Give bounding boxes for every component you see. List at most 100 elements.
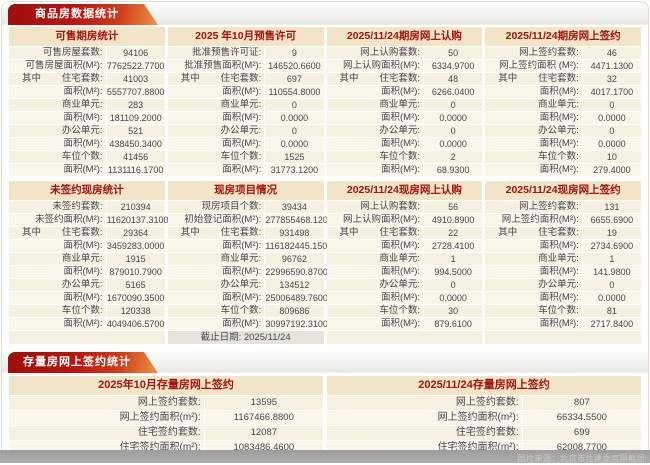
row-label-text: 面积(M²): — [63, 164, 103, 175]
row-value: 879.6100 — [423, 318, 482, 330]
row-value: 809686 — [264, 305, 323, 317]
stat-row: 网上签约面积(m²): 1167466.8800 — [9, 410, 323, 425]
stat-row: 面积(M²): 0.0000 — [167, 111, 324, 124]
panel-title: 2025/11/24现房网上签约 — [485, 181, 641, 200]
row-label-text: 车位个数: — [379, 305, 421, 316]
row-label: 面积(M²): — [9, 240, 106, 252]
row-label-text: 面积(M²): — [381, 266, 421, 277]
row-label: 办公单元: — [9, 125, 106, 137]
panel-rows: 可售房屋套数: 94106 可售房屋面积(M²): 7762522.7700 其… — [9, 46, 165, 176]
stat-row: 车位个数: 809686 — [167, 304, 324, 317]
row-value: 1083486.4600 — [203, 442, 323, 454]
row-label: 网上签约面积(m²): — [9, 412, 204, 424]
bottom-scrollbar[interactable]: 图片来源：北京市住建委官网截图 — [0, 450, 650, 463]
row-value: 30 — [423, 305, 482, 317]
commodity-section-tabbar: 商品房数据统计 — [2, 4, 648, 25]
tab-stock-stats[interactable]: 存量房网上签约统计 — [8, 352, 158, 373]
stat-row: 办公单元: 0 — [326, 278, 483, 291]
panel-title: 2025/11/24现房网上认购 — [326, 181, 483, 200]
stat-row: 面积(M²): 25006489.7600 — [167, 291, 328, 304]
row-value: 0 — [581, 99, 641, 111]
row-label: 其中 住宅套数: — [9, 73, 106, 85]
row-label-text: 面积(M²): — [539, 112, 579, 123]
watermark-text: 图片来源：北京市住建委官网截图 — [517, 454, 645, 463]
stat-row: 面积(M²): 4049406.5700 — [9, 317, 165, 330]
row-label: 网上签约面积(M²): — [485, 214, 582, 226]
row-label-text: 面积(M²): — [539, 318, 579, 329]
row-value: 94106 — [105, 47, 165, 59]
row-label-text: 面积(M²): — [539, 240, 579, 251]
row-label-text: 住宅套数: — [220, 73, 262, 84]
stat-row: 面积(M²): 68.9300 — [326, 163, 483, 176]
row-value: 994.5000 — [423, 266, 482, 278]
row-label-text: 住宅套数: — [379, 73, 421, 84]
row-label-text: 面积(M²): — [63, 86, 103, 97]
stats-panel: 2025/11/24存量房网上签约 网上签约套数: 807 网上签约面积(m²)… — [327, 376, 641, 455]
stat-row: 面积(M²): 879010.7900 — [9, 265, 165, 278]
row-value: 807 — [521, 397, 641, 409]
tab-commodity-stats[interactable]: 商品房数据统计 — [8, 4, 158, 25]
row-label: 面积(M²): — [168, 266, 265, 278]
row-label: 面积(M²): — [168, 86, 265, 98]
stat-row: 办公单元: 0 — [326, 124, 483, 137]
row-label-text: 面积(M²): — [381, 112, 421, 123]
row-value: 0.0000 — [581, 138, 641, 150]
commodity-panels-row2: 未签约现房统计 未签约套数: 210394 未签约面积(M²): 1162013… — [9, 181, 641, 344]
stat-row: 其中 住宅套数: 931498 — [167, 226, 324, 239]
row-label: 面积(M²): — [327, 138, 424, 150]
row-label: 面积(M²): — [327, 86, 424, 98]
row-label: 商业单元: — [327, 253, 424, 265]
row-label-text: 办公单元: — [538, 125, 579, 136]
stat-row: 面积(M²): 141.9800 — [485, 265, 641, 278]
row-label: 批准预售许可证: — [168, 47, 265, 59]
row-value: 29364 — [105, 227, 165, 239]
row-value: 277855468.1200 — [264, 214, 333, 226]
row-value: 1670090.3500 — [105, 292, 165, 304]
stat-row: 面积(M²): 5557707.8800 — [9, 85, 165, 98]
row-label-text: 住宅套数: — [220, 227, 262, 238]
row-label-text: 住宅签约面积(m²): — [119, 442, 201, 453]
row-value: 9 — [264, 47, 323, 59]
row-value: 3459283.0000 — [105, 240, 165, 252]
row-value: 41456 — [105, 151, 165, 163]
row-label: 面积(M²): — [327, 164, 424, 176]
stat-row: 面积(M²): 994.5000 — [326, 265, 483, 278]
row-label: 面积(M²): — [485, 86, 582, 98]
row-label: 办公单元: — [168, 125, 265, 137]
row-label: 面积(M²): — [168, 240, 265, 252]
row-label-text: 商业单元: — [61, 99, 103, 110]
stat-row: 面积(M²): 110554.8000 — [167, 85, 324, 98]
row-label: 车位个数: — [327, 305, 424, 317]
row-label-text: 商业单元: — [538, 253, 579, 264]
row-value: 120338 — [105, 305, 165, 317]
row-value: 0 — [264, 125, 323, 137]
row-value: 4471.1300 — [581, 60, 641, 72]
row-label-text: 住宅签约套数: — [455, 427, 519, 438]
stat-row: 面积(M²): 181109.2000 — [9, 111, 165, 124]
row-prefix: 其中 — [339, 73, 359, 84]
row-value: 283 — [105, 99, 165, 111]
stat-row: 其中 住宅套数: 29364 — [9, 226, 165, 239]
row-value: 110554.8000 — [264, 86, 323, 98]
row-label-text: 车位个数: — [379, 151, 421, 162]
row-label: 网上认购面积(M²): — [327, 214, 424, 226]
row-label: 面积(M²): — [327, 112, 424, 124]
stats-panel: 可售期房统计 可售房屋套数: 94106 可售房屋面积(M²): 7762522… — [9, 27, 165, 176]
row-label-text: 面积(M²): — [222, 138, 262, 149]
row-label-text: 批准预售许可证: — [192, 47, 262, 58]
row-label-text: 住宅套数: — [538, 73, 579, 84]
row-label-text: 办公单元: — [220, 279, 262, 290]
row-prefix: 其中 — [22, 227, 42, 238]
row-label-text: 网上签约套数: — [137, 397, 201, 408]
panel-rows: 网上签约套数: 131 网上签约面积(M²): 6655.6900 其中 住宅套… — [485, 200, 641, 330]
stat-row: 网上签约套数: 46 — [485, 46, 641, 59]
stat-row: 面积(M²): 0.0000 — [326, 137, 483, 150]
row-value: 1167466.8800 — [203, 412, 323, 424]
row-value: 48 — [423, 73, 482, 85]
row-label-text: 面积(M²): — [222, 318, 262, 329]
row-label-text: 办公单元: — [61, 125, 103, 136]
stat-row: 其中 住宅套数: 48 — [326, 72, 483, 85]
row-label-text: 可售房屋面积(M²): — [25, 60, 103, 71]
row-label-text: 面积(M²): — [539, 266, 579, 277]
row-label: 批准预售面积(M²): — [168, 60, 265, 72]
